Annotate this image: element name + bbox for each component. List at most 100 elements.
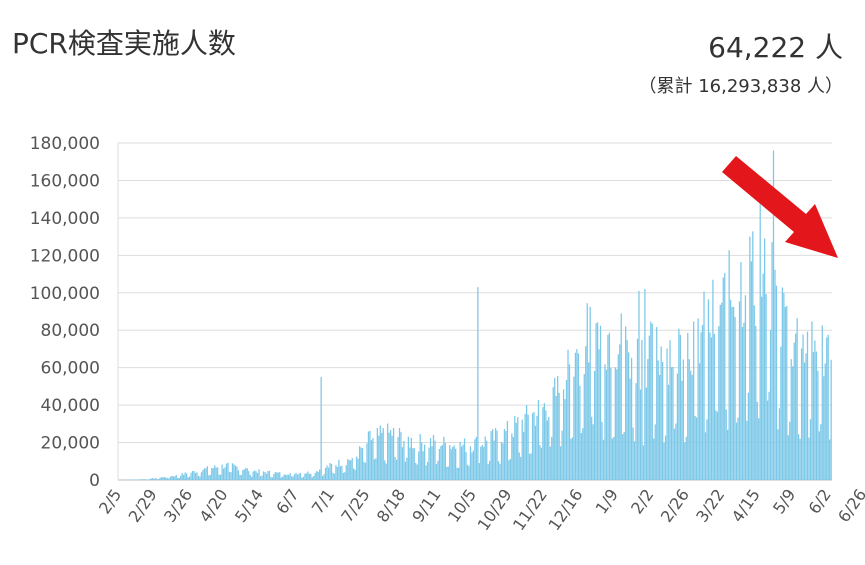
bar <box>565 379 568 480</box>
bar <box>818 431 820 480</box>
bar <box>462 444 464 480</box>
bar <box>392 428 395 480</box>
bar <box>725 409 727 480</box>
y-tick-label: 100,000 <box>30 284 100 304</box>
x-tick-label: 9/11 <box>408 485 444 525</box>
bar <box>496 430 498 480</box>
bar <box>755 325 757 480</box>
bar <box>249 474 251 480</box>
bar <box>527 414 529 480</box>
bar <box>209 474 211 480</box>
bar <box>169 476 171 480</box>
bar <box>690 370 692 480</box>
bar <box>186 473 188 480</box>
bar <box>239 474 241 480</box>
bar <box>515 422 517 480</box>
chart-title: PCR検査実施人数 <box>12 27 236 60</box>
bar <box>183 474 185 480</box>
bar <box>180 475 182 480</box>
bar <box>463 438 466 480</box>
bar <box>243 469 245 480</box>
bars <box>119 150 832 481</box>
bar <box>438 449 441 480</box>
bar <box>324 467 327 480</box>
bar <box>583 374 585 480</box>
bar <box>273 474 275 480</box>
bar <box>829 439 831 480</box>
bar <box>199 476 201 480</box>
bar <box>329 463 331 480</box>
bar <box>638 290 640 480</box>
bar <box>790 359 792 480</box>
bar <box>511 433 513 480</box>
bar <box>814 340 816 480</box>
bar <box>534 425 537 480</box>
bar <box>345 465 347 480</box>
bar <box>360 447 362 480</box>
bar <box>307 471 309 480</box>
bar <box>651 323 653 480</box>
bar <box>304 473 306 480</box>
x-tick-label: 5/14 <box>231 485 267 525</box>
bar <box>688 359 690 480</box>
bar <box>227 462 229 480</box>
bar <box>409 447 411 480</box>
bar <box>364 462 367 480</box>
bar <box>684 442 686 480</box>
bar <box>258 469 260 480</box>
bar <box>821 325 823 480</box>
bar <box>731 306 733 480</box>
bar <box>685 436 687 480</box>
bar <box>555 396 557 480</box>
bar <box>815 351 817 480</box>
y-tick-label: 120,000 <box>30 246 100 266</box>
bar <box>777 429 779 480</box>
bar <box>184 472 186 480</box>
bar <box>385 463 387 480</box>
bar <box>134 479 136 480</box>
bar <box>412 448 414 480</box>
bar <box>539 445 541 480</box>
bar <box>302 476 305 480</box>
bar <box>703 291 705 480</box>
bar <box>721 302 723 480</box>
bar <box>267 471 269 480</box>
bar <box>673 428 676 480</box>
bar <box>633 441 636 480</box>
bar <box>400 432 402 480</box>
bar <box>713 333 715 480</box>
bar <box>630 357 633 480</box>
bar <box>230 472 232 480</box>
bar <box>545 410 547 480</box>
bar <box>656 327 658 480</box>
bar <box>489 460 491 480</box>
bar <box>561 430 563 480</box>
bar <box>735 422 738 480</box>
bar <box>701 325 704 480</box>
bar <box>240 474 242 480</box>
bar <box>499 463 501 480</box>
bar <box>293 474 296 480</box>
bar <box>379 425 381 480</box>
bar <box>217 467 219 480</box>
bar <box>283 474 285 480</box>
bar <box>601 421 603 480</box>
bar <box>375 458 377 480</box>
bar <box>730 299 732 480</box>
bar <box>518 452 520 480</box>
bar <box>526 405 528 480</box>
bar <box>289 473 291 480</box>
bar <box>508 460 510 480</box>
x-tick-label: 6/26 <box>834 485 865 525</box>
bar <box>271 477 273 480</box>
x-tick-label: 10/29 <box>474 485 516 534</box>
bar <box>564 399 566 480</box>
bar <box>746 420 748 480</box>
bar <box>245 468 247 480</box>
bar <box>765 294 767 480</box>
bar <box>557 375 559 480</box>
bar <box>548 417 550 480</box>
bar <box>509 459 511 480</box>
bar <box>537 399 540 480</box>
